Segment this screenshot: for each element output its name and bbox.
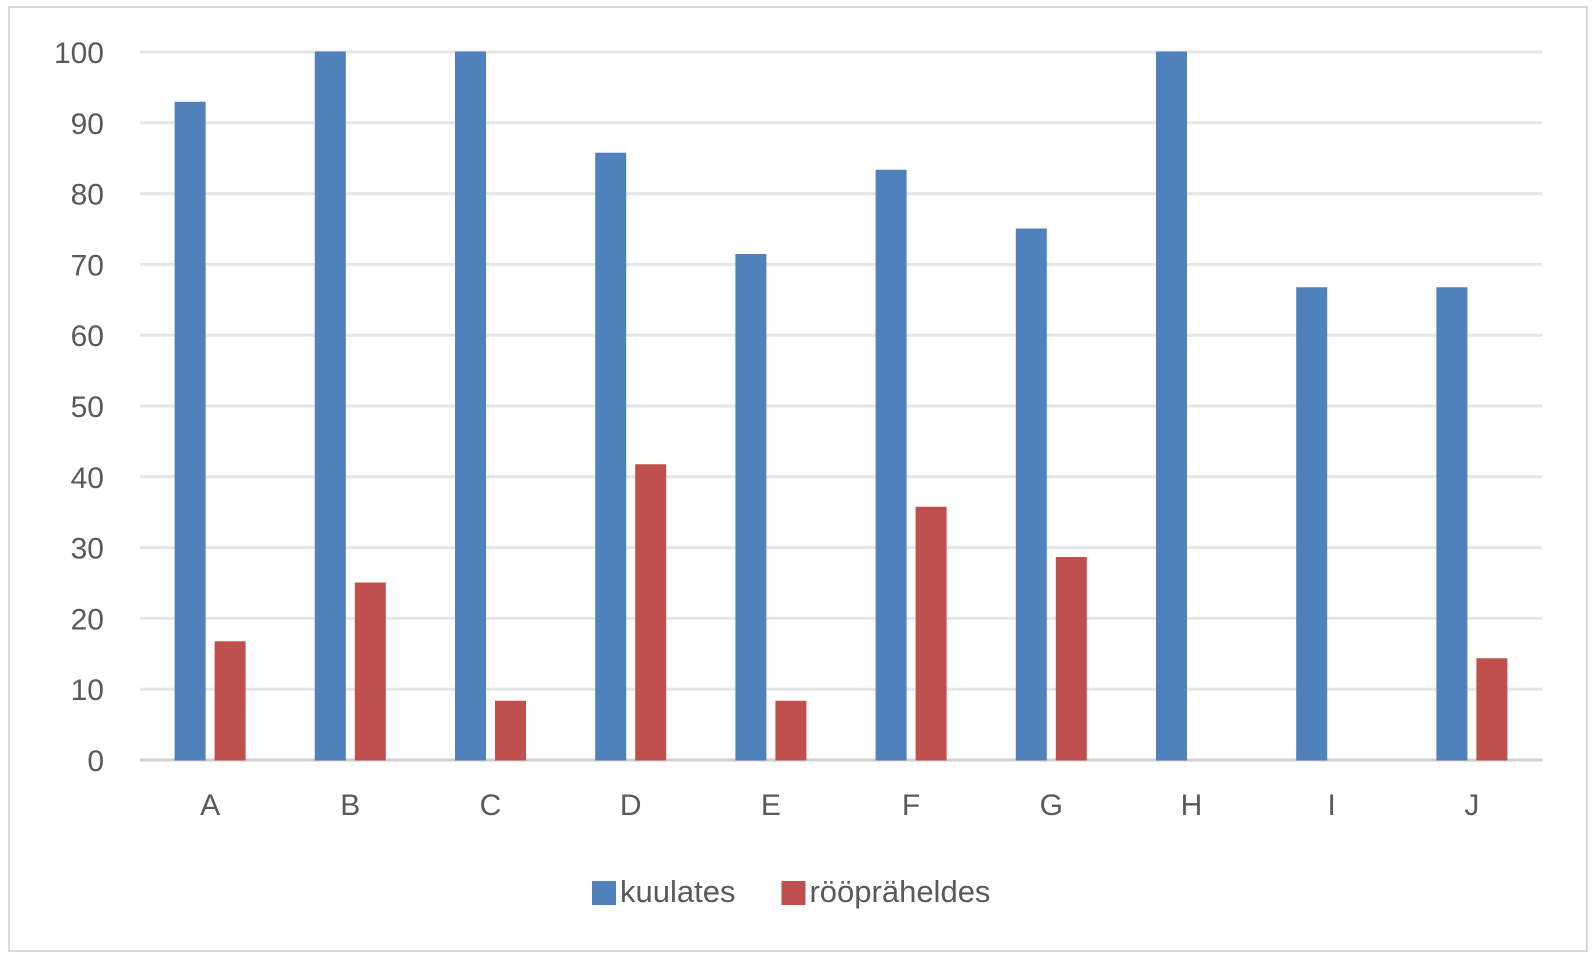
bar-kuulates-F [875, 169, 907, 761]
y-axis-tick-labels: 0 10 20 30 40 50 60 70 80 90 100 [54, 37, 104, 778]
y-tick-label: 50 [71, 391, 104, 424]
bar-rööpräheldes-G [1055, 557, 1087, 761]
x-axis-tick-labels: A B C D E F G H I J [200, 789, 1479, 822]
y-tick-label: 20 [71, 603, 104, 636]
bar-rööpräheldes-J [1476, 658, 1508, 761]
y-tick-label: 0 [87, 745, 104, 778]
gridlines [140, 50, 1542, 762]
x-tick-label: E [761, 789, 781, 822]
bar-rööpräheldes-B [354, 582, 386, 761]
x-tick-label: G [1040, 789, 1063, 822]
y-tick-label: 100 [54, 37, 104, 70]
bar-kuulates-C [455, 51, 486, 761]
bar-kuulates-G [1015, 228, 1047, 761]
y-tick-label: 70 [71, 249, 104, 282]
bar-rööpräheldes-C [495, 700, 526, 761]
y-tick-label: 90 [71, 108, 104, 141]
bar-kuulates-E [735, 253, 767, 761]
y-tick-label: 80 [71, 179, 104, 212]
bar-rööpräheldes-F [915, 506, 947, 761]
bar-kuulates-I [1296, 287, 1328, 761]
legend-swatch [592, 881, 616, 905]
y-tick-label: 30 [71, 533, 104, 566]
x-tick-label: D [620, 789, 642, 822]
legend: kuulates rööpräheldes [592, 874, 990, 909]
y-tick-label: 10 [71, 674, 104, 707]
legend-label: kuulates [620, 874, 735, 909]
x-tick-label: J [1464, 789, 1479, 822]
bar-kuulates-B [314, 51, 346, 761]
legend-label: rööpräheldes [809, 874, 990, 909]
bars [174, 51, 1508, 761]
y-tick-label: 40 [71, 462, 104, 495]
bar-rööpräheldes-D [635, 464, 667, 761]
x-tick-label: C [480, 789, 502, 822]
bar-kuulates-A [174, 101, 206, 761]
bar-kuulates-J [1436, 287, 1468, 761]
bar-rööpräheldes-A [214, 641, 246, 761]
bar-kuulates-H [1156, 51, 1187, 761]
x-tick-label: B [340, 789, 360, 822]
bar-rööpräheldes-E [775, 700, 807, 761]
bar-kuulates-D [595, 152, 627, 761]
x-tick-label: F [902, 789, 920, 822]
y-tick-label: 60 [71, 320, 104, 353]
legend-swatch [781, 881, 806, 905]
x-tick-label: I [1328, 789, 1336, 822]
x-tick-label: A [200, 789, 220, 822]
x-tick-label: H [1181, 789, 1203, 822]
